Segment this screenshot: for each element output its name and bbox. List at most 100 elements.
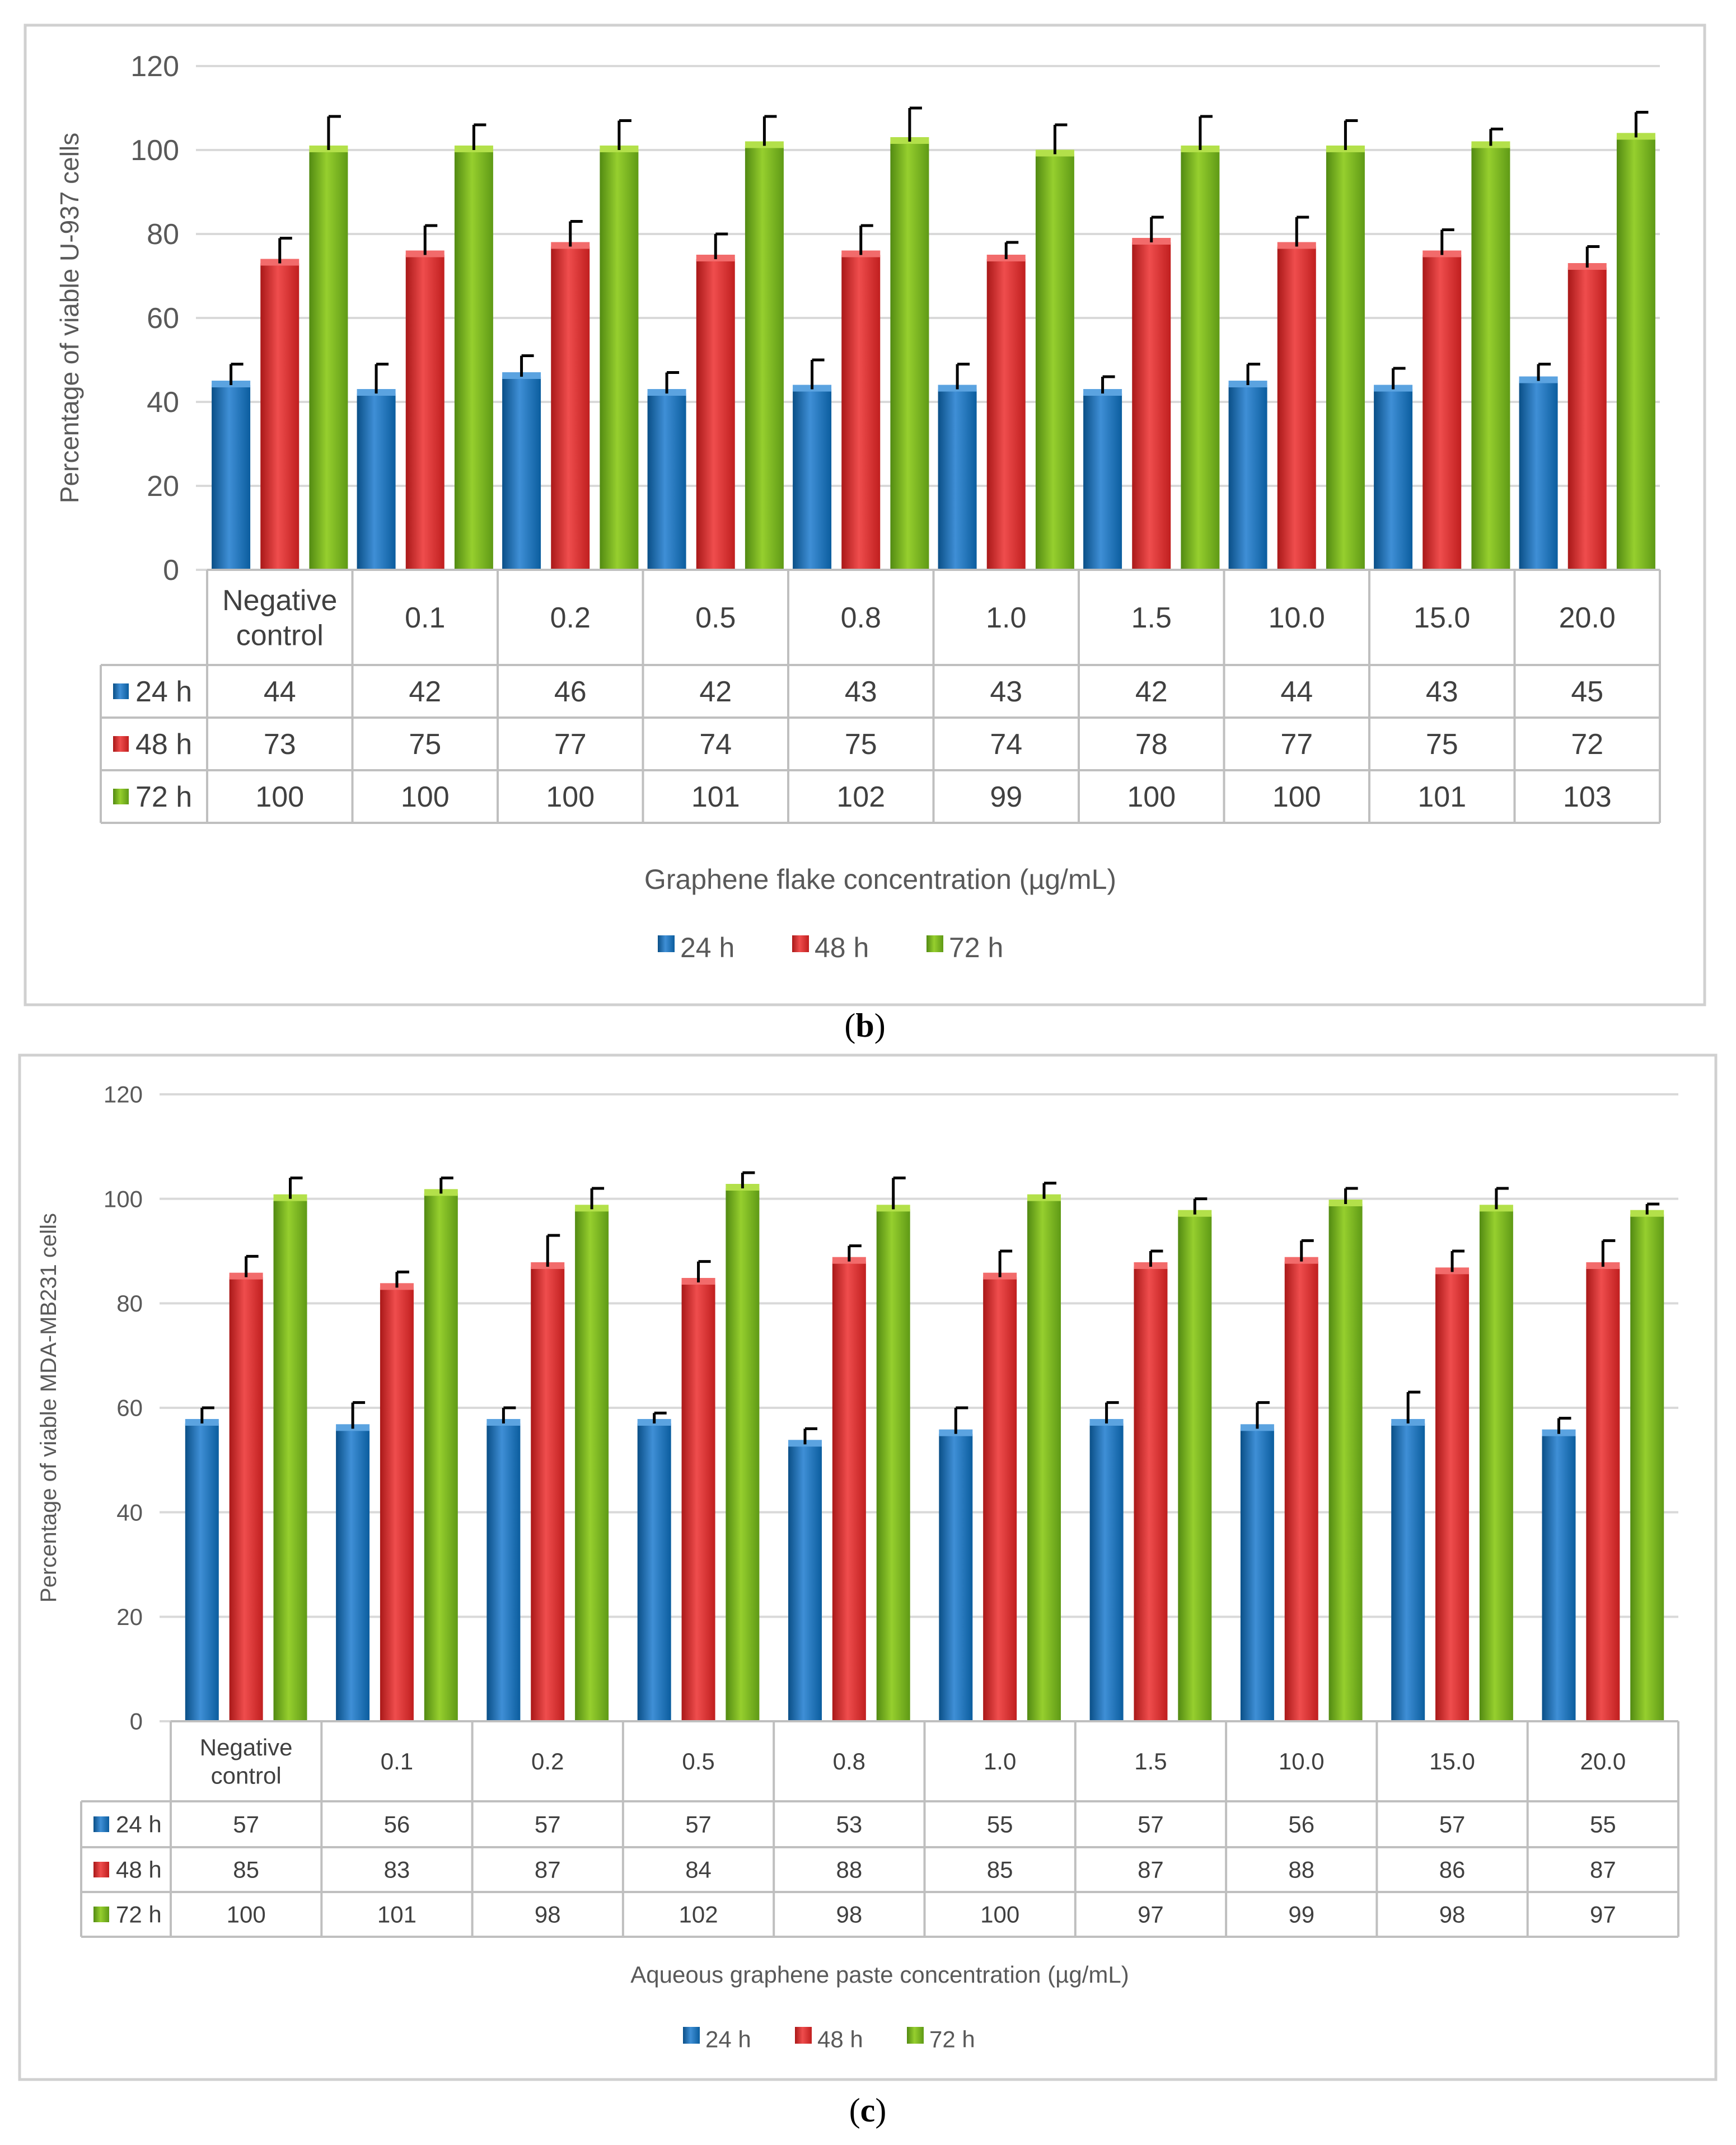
bar-72h-9 <box>1616 137 1655 570</box>
data-label: 56 <box>384 1811 410 1838</box>
bar-72h-7 <box>1326 150 1365 570</box>
data-label: 45 <box>1571 676 1603 708</box>
data-label: 88 <box>836 1857 862 1883</box>
category-label: 0.8 <box>833 1748 865 1774</box>
y-tick-label: 80 <box>147 218 179 251</box>
data-label: 57 <box>685 1811 712 1838</box>
legend-swatch <box>683 2027 700 2044</box>
bar-72h-2 <box>600 150 639 570</box>
legend-item: 24 h <box>683 2026 751 2053</box>
category-label: 20.0 <box>1559 602 1616 634</box>
legend-item: 48 h <box>792 932 869 963</box>
data-label: 99 <box>990 781 1022 813</box>
y-tick-label: 20 <box>116 1604 143 1630</box>
legend-swatch <box>927 935 943 952</box>
category-label: 15.0 <box>1414 602 1470 634</box>
bar-24h-6 <box>1083 394 1122 570</box>
bar-48h-7 <box>1284 1261 1318 1721</box>
bar-48h-1 <box>405 255 444 570</box>
data-label: 44 <box>264 676 296 708</box>
bar-24h-6 <box>1089 1423 1124 1721</box>
category-label: control <box>211 1762 282 1788</box>
data-label: 83 <box>384 1857 410 1883</box>
legend-label: 72 h <box>949 932 1003 963</box>
data-label: 98 <box>535 1902 561 1928</box>
table-series-label: 72 h <box>116 1902 162 1928</box>
data-label: 46 <box>554 676 587 708</box>
bar-72h-5 <box>1027 1198 1061 1721</box>
bar-48h-1 <box>380 1287 414 1721</box>
data-label: 102 <box>679 1902 718 1928</box>
bar-24h-1 <box>357 394 396 570</box>
category-label: 0.8 <box>841 602 881 634</box>
bar-48h-2 <box>551 246 590 570</box>
table-legend-key <box>93 1862 109 1877</box>
data-label: 84 <box>685 1857 712 1883</box>
chart-panel-c: 0 20 40 60 80 100 120 Percentage of viable MDA-… <box>18 1053 1718 2129</box>
legend-swatch <box>792 935 809 952</box>
table-legend-key <box>93 1907 109 1922</box>
bar-24h-9 <box>1519 381 1558 570</box>
bar-48h-6 <box>1132 242 1171 570</box>
data-label: 97 <box>1590 1902 1616 1928</box>
data-label: 100 <box>546 781 595 813</box>
chart-panel-b: 0 20 40 60 80 100 120 Percentage of viable U-93… <box>24 24 1706 1044</box>
x-axis-label: Aqueous graphene paste concentration (µg… <box>630 1961 1129 1988</box>
bar-72h-7 <box>1328 1204 1363 1721</box>
bar-24h-1 <box>336 1429 370 1721</box>
legend-item: 24 h <box>658 932 734 963</box>
data-label: 53 <box>836 1811 862 1838</box>
data-label: 57 <box>1439 1811 1466 1838</box>
panel-caption: (b) <box>844 1007 885 1044</box>
bar-72h-3 <box>745 146 784 570</box>
bar-72h-3 <box>726 1188 760 1721</box>
bar-48h-0 <box>260 263 300 570</box>
bar-48h-9 <box>1567 268 1607 570</box>
table-legend-key <box>113 683 129 699</box>
legend-swatch <box>907 2027 924 2044</box>
x-axis-label: Graphene flake concentration (µg/mL) <box>644 864 1116 895</box>
bar-72h-0 <box>309 150 348 570</box>
data-label: 98 <box>1439 1902 1466 1928</box>
legend-label: 48 h <box>815 932 869 963</box>
y-tick-label: 100 <box>130 134 179 167</box>
legend-item: 72 h <box>927 932 1003 963</box>
data-label: 100 <box>980 1902 1019 1928</box>
legend-label: 24 h <box>705 2026 751 2053</box>
y-axis-label: Percentage of viable U-937 cells <box>55 133 84 503</box>
bar-72h-9 <box>1630 1214 1664 1721</box>
category-label: 15.0 <box>1429 1748 1475 1774</box>
bar-24h-8 <box>1374 389 1413 570</box>
data-label: 77 <box>554 728 587 761</box>
category-label: 0.1 <box>405 602 445 634</box>
category-label: Negative <box>222 584 337 617</box>
bar-48h-8 <box>1435 1272 1470 1721</box>
category-label: 0.5 <box>695 602 736 634</box>
bar-24h-7 <box>1240 1429 1274 1721</box>
data-label: 56 <box>1288 1811 1314 1838</box>
data-label: 99 <box>1288 1902 1314 1928</box>
y-tick-label: 60 <box>116 1395 143 1421</box>
data-label: 85 <box>987 1857 1013 1883</box>
data-label: 74 <box>699 728 732 761</box>
bar-72h-2 <box>575 1209 609 1721</box>
data-label: 73 <box>264 728 296 761</box>
bar-24h-3 <box>647 394 686 570</box>
category-label: 10.0 <box>1269 602 1325 634</box>
category-label: 0.2 <box>531 1748 564 1774</box>
bar-48h-3 <box>681 1282 715 1721</box>
data-label: 43 <box>845 676 877 708</box>
bar-72h-6 <box>1181 150 1220 570</box>
category-label: control <box>236 619 324 652</box>
data-label: 101 <box>1417 781 1466 813</box>
legend-swatch <box>658 935 675 952</box>
category-label: 1.5 <box>1134 1748 1167 1774</box>
y-axis-label: Percentage of viable MDA-MB231 cells <box>36 1213 61 1603</box>
bar-24h-4 <box>793 389 832 570</box>
bar-48h-2 <box>531 1267 565 1721</box>
bar-24h-4 <box>788 1444 822 1721</box>
bar-72h-8 <box>1479 1209 1513 1721</box>
bar-48h-5 <box>983 1277 1017 1721</box>
bar-48h-4 <box>832 1261 866 1721</box>
